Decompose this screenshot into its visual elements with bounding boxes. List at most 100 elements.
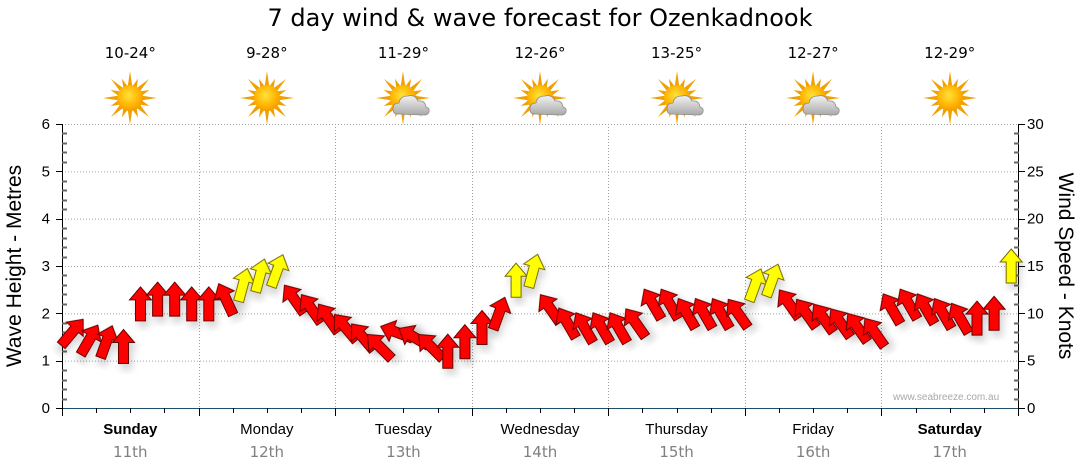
wind-arrow-shape [999, 248, 1024, 284]
partly-cloudy-icon [375, 70, 431, 126]
left-tick-label: 4 [42, 211, 50, 228]
sunny-icon [102, 70, 158, 126]
wind-arrow-shape [947, 302, 974, 337]
wind-arrow-shape [845, 312, 873, 345]
wind-arrow-shape [504, 262, 529, 298]
day-temperature: 12-29° [924, 44, 976, 62]
left-tick-label: 2 [42, 305, 50, 322]
right-tick-label: 25 [1027, 163, 1044, 180]
right-tick-label: 10 [1027, 305, 1044, 322]
wind-arrow [435, 333, 460, 369]
wind-arrow-shape [265, 253, 290, 290]
right-axis-title: Wind Speed - Knots [1054, 173, 1077, 360]
chart-axes: 0 1 2 3 4 5 6 0 5 10 15 20 25 30 [42, 116, 1044, 417]
wind-arrow [845, 312, 873, 345]
wind-arrow-shape [726, 298, 753, 331]
sunny-icon [239, 70, 295, 126]
wind-arrow-shape [640, 288, 667, 322]
day-date-label: 15th [659, 443, 694, 461]
day-temperature: 13-25° [651, 44, 703, 62]
wind-arrow [794, 298, 821, 331]
right-tick-label: 0 [1027, 400, 1035, 417]
wind-arrow-shape [435, 333, 460, 369]
wind-arrow [196, 286, 221, 322]
left-axis-title: Wave Height - Metres [3, 165, 26, 367]
left-tick-label: 3 [42, 258, 50, 275]
wind-arrows [56, 248, 1024, 369]
chart-grid [62, 124, 1018, 408]
day-temperature: 12-26° [514, 44, 566, 62]
wind-arrow [504, 262, 529, 298]
wind-arrow [896, 288, 923, 322]
wind-arrow-shape [196, 286, 221, 322]
wind-arrow [674, 297, 701, 332]
wind-arrow [366, 333, 396, 363]
day-name-label: Friday [792, 421, 834, 438]
wind-arrow [691, 297, 718, 332]
day-temperature: 10-24° [104, 44, 156, 62]
wind-arrow [111, 328, 136, 364]
right-tick-label: 15 [1027, 258, 1044, 275]
wind-arrow-shape [522, 253, 546, 290]
left-tick-label: 6 [42, 116, 50, 133]
wind-arrow-shape [56, 318, 84, 350]
wind-arrow-shape [111, 328, 136, 364]
day-name-label: Monday [240, 421, 294, 438]
day-date-label: 16th [795, 443, 831, 461]
partly-cloudy-icon [649, 70, 705, 126]
wind-arrow [726, 298, 753, 331]
day-name-label: Wednesday [500, 421, 580, 438]
left-tick-label: 1 [42, 353, 50, 370]
wind-arrow-shape [487, 296, 512, 332]
wind-arrow-shape [930, 297, 957, 332]
wind-arrow [56, 318, 84, 350]
wind-arrow-shape [862, 317, 890, 350]
wind-arrow-shape [623, 308, 651, 341]
partly-cloudy-icon [785, 70, 841, 126]
wind-arrow-shape [674, 297, 701, 332]
wind-arrow [572, 312, 598, 346]
day-name-label: Tuesday [374, 421, 432, 438]
partly-cloudy-icon [512, 70, 568, 126]
wind-arrow-shape [572, 312, 598, 346]
day-date-label: 14th [522, 443, 558, 461]
day-name-label: Saturday [917, 421, 982, 438]
wind-arrow-shape [128, 286, 153, 322]
wind-arrow [623, 308, 651, 341]
wind-arrow [555, 307, 581, 341]
wind-arrow-shape [982, 295, 1007, 331]
wind-arrow [265, 253, 290, 290]
wind-arrow [213, 282, 239, 318]
right-tick-label: 30 [1027, 116, 1044, 133]
wind-arrow-shape [794, 298, 821, 331]
day-temperature: 11-29° [377, 44, 429, 62]
left-tick-label: 5 [42, 163, 50, 180]
wind-arrow [811, 303, 838, 336]
wind-arrow-shape [913, 293, 940, 327]
wind-arrow-shape [761, 263, 785, 299]
wind-arrow-shape [811, 303, 838, 336]
wind-arrow [761, 263, 785, 299]
watermark: www.seabreeze.com.au [893, 392, 1000, 403]
wind-arrow [999, 248, 1024, 284]
wind-arrow-shape [555, 307, 581, 341]
day-date-label: 11th [113, 443, 148, 461]
right-tick-label: 5 [1027, 353, 1035, 370]
day-date-label: 13th [386, 443, 421, 461]
wind-arrow [128, 286, 153, 322]
day-name-label: Thursday [645, 421, 708, 438]
wind-arrow [913, 293, 940, 327]
wind-arrow [522, 253, 546, 290]
wind-arrow [862, 317, 890, 350]
day-date-label: 12th [249, 443, 285, 461]
wind-arrow [982, 295, 1007, 331]
sunny-icon [922, 70, 978, 126]
wind-arrow-shape [75, 324, 102, 358]
wind-arrow-shape [366, 333, 396, 363]
wind-arrow [452, 323, 477, 360]
wind-arrow-shape [691, 297, 718, 332]
wind-arrow [640, 288, 667, 322]
right-tick-label: 20 [1027, 211, 1044, 228]
wind-arrow [589, 312, 616, 346]
